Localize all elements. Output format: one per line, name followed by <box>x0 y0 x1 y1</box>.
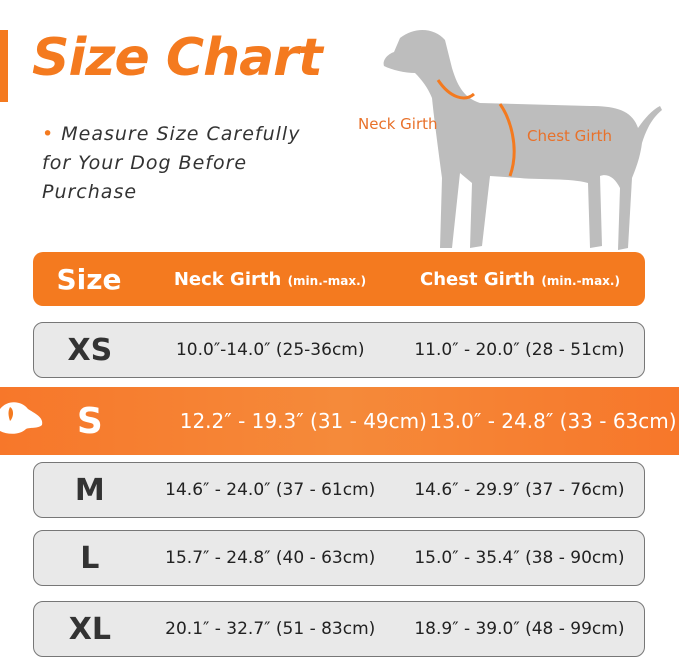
size-cell: M <box>74 472 105 508</box>
header-neck: Neck Girth (min.-max.) <box>145 269 395 290</box>
chest-girth-label: Chest Girth <box>527 127 613 145</box>
dog-silhouette-icon <box>383 29 662 250</box>
neck-cell: 14.6″ - 24.0″ (37 - 61cm) <box>165 480 376 500</box>
measure-note-text: Measure Size Carefully for Your Dog Befo… <box>42 123 301 203</box>
table-row: M 14.6″ - 24.0″ (37 - 61cm) 14.6″ - 29.9… <box>33 462 645 518</box>
header-chest-label: Chest Girth <box>420 268 536 290</box>
bullet-icon: • <box>42 123 62 145</box>
neck-cell: 10.0″-14.0″ (25-36cm) <box>175 340 365 360</box>
measure-note: • Measure Size Carefully for Your Dog Be… <box>42 120 322 207</box>
header-chest-unit: (min.-max.) <box>541 273 620 288</box>
header-size: Size <box>56 262 122 296</box>
header-chest: Chest Girth (min.-max.) <box>395 269 645 290</box>
chest-cell: 15.0″ - 35.4″ (38 - 90cm) <box>414 548 625 568</box>
neck-cell: 20.1″ - 32.7″ (51 - 83cm) <box>165 619 376 639</box>
accent-bar <box>0 30 8 102</box>
header-neck-unit: (min.-max.) <box>287 273 367 288</box>
chest-cell: 18.9″ - 39.0″ (48 - 99cm) <box>414 619 625 639</box>
table-row: XS 10.0″-14.0″ (25-36cm) 11.0″ - 20.0″ (… <box>33 322 645 378</box>
table-header: Size Neck Girth (min.-max.) Chest Girth … <box>33 252 645 306</box>
size-cell: XL <box>68 611 111 647</box>
size-cell: L <box>80 540 100 576</box>
dog-head-icon <box>0 402 43 434</box>
neck-cell: 15.7″ - 24.8″ (40 - 63cm) <box>165 548 376 568</box>
table-row: XL 20.1″ - 32.7″ (51 - 83cm) 18.9″ - 39.… <box>33 601 645 657</box>
header-neck-label: Neck Girth <box>173 268 282 290</box>
neck-cell: 12.2″ - 19.3″ (31 - 49cm) <box>179 409 427 433</box>
page-title: Size Chart <box>32 28 323 88</box>
neck-girth-label: Neck Girth <box>358 115 438 133</box>
size-cell: S <box>76 400 103 442</box>
chest-cell: 14.6″ - 29.9″ (37 - 76cm) <box>414 480 625 500</box>
chest-cell: 11.0″ - 20.0″ (28 - 51cm) <box>414 340 625 360</box>
table-row: L 15.7″ - 24.8″ (40 - 63cm) 15.0″ - 35.4… <box>33 530 645 586</box>
table-row-highlighted: S 12.2″ - 19.3″ (31 - 49cm) 13.0″ - 24.8… <box>0 387 679 455</box>
size-cell: XS <box>67 332 113 368</box>
chest-cell: 13.0″ - 24.8″ (33 - 63cm) <box>429 409 677 433</box>
